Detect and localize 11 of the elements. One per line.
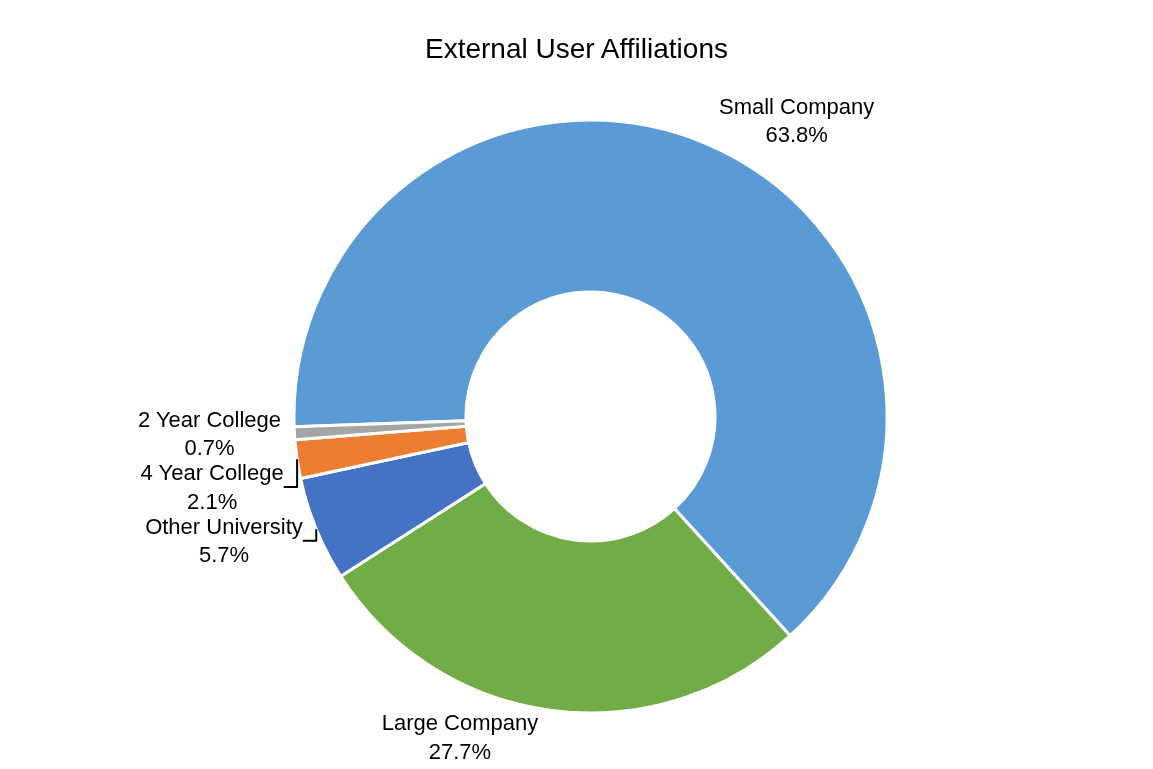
- data-label: 2.1%: [187, 488, 238, 514]
- slice-label: 4 Year College: [140, 460, 284, 486]
- data-label: 63.8%: [765, 122, 828, 148]
- slice-label: Large Company: [381, 709, 539, 735]
- slice-label: Small Company: [718, 93, 875, 119]
- slice-label: Other University: [145, 513, 303, 539]
- chart-title: External User Affiliations: [425, 33, 728, 65]
- data-label: 0.7%: [184, 435, 235, 461]
- data-label: 5.7%: [198, 542, 250, 568]
- data-label: 27.7%: [428, 738, 492, 764]
- slice-label: 2 Year College: [137, 406, 282, 432]
